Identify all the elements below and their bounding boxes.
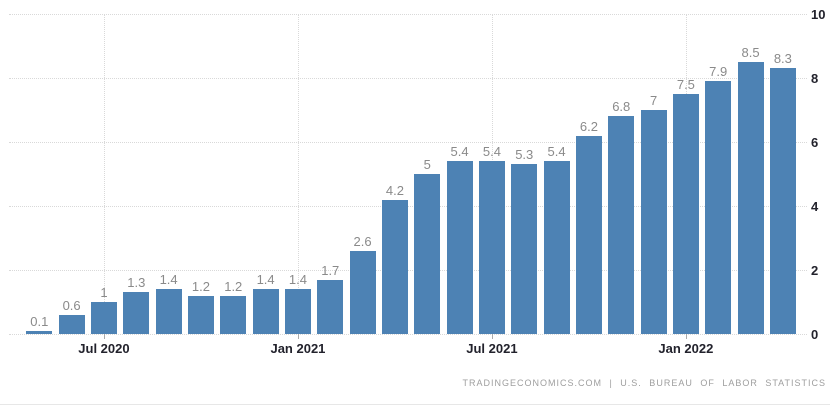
bar-0.1[interactable] <box>26 330 53 334</box>
attribution-text: TRADINGECONOMICS.COM | U.S. BUREAU OF LA… <box>462 378 826 388</box>
bar-value-label: 0.1 <box>30 313 49 329</box>
bar-value-label: 1.4 <box>159 272 178 288</box>
bar-1.7[interactable] <box>317 279 344 334</box>
bar-6.8[interactable] <box>608 116 635 334</box>
bar-4.2[interactable] <box>381 199 408 334</box>
bar-1.4[interactable] <box>155 289 182 334</box>
bar-5.3[interactable] <box>511 164 538 334</box>
bar-value-label: 1.3 <box>127 275 146 291</box>
bar-value-label: 1.7 <box>321 262 340 278</box>
bar-value-label: 1 <box>100 285 108 300</box>
bar-value-label: 7.5 <box>676 77 695 92</box>
bar-value-label: 0.6 <box>62 297 81 313</box>
bar-1.4[interactable] <box>284 289 311 334</box>
bar-value-label: 6.2 <box>579 118 598 134</box>
x-gridline <box>103 14 105 334</box>
y-axis-tick-label: 10 <box>811 7 826 22</box>
x-axis-tick-label: Jul 2021 <box>466 341 518 356</box>
bar-5.4[interactable] <box>446 161 473 334</box>
bar-5.4[interactable] <box>478 161 505 334</box>
y-axis-tick-label: 0 <box>811 327 819 342</box>
bar-value-label: 2.6 <box>353 233 372 249</box>
bar-value-label: 8.3 <box>773 51 792 67</box>
bar-5[interactable] <box>414 174 441 334</box>
bar-value-label: 7.9 <box>709 64 728 80</box>
bottom-divider <box>0 404 830 405</box>
bar-value-label: 5.3 <box>515 147 534 163</box>
bar-value-label: 1.4 <box>256 272 275 288</box>
bar-1.3[interactable] <box>123 292 150 334</box>
bar-value-label: 8.5 <box>741 45 760 60</box>
bar-value-label: 1.4 <box>288 272 307 288</box>
bar-value-label: 1.2 <box>224 278 243 294</box>
bar-value-label: 5.4 <box>547 144 566 160</box>
x-axis-tick-mark <box>491 334 493 339</box>
bar-7[interactable] <box>640 110 667 334</box>
x-axis-tick-label: Jan 2022 <box>658 341 714 356</box>
y-gridline <box>9 14 807 15</box>
bar-1.2[interactable] <box>220 295 247 334</box>
bar-2.6[interactable] <box>349 250 376 334</box>
y-axis-tick-label: 8 <box>811 71 819 86</box>
bar-8.5[interactable] <box>737 62 764 334</box>
bar-1.4[interactable] <box>252 289 279 334</box>
bar-8.3[interactable] <box>769 68 796 334</box>
bar-value-label: 7 <box>649 93 658 108</box>
bar-1[interactable] <box>90 302 117 334</box>
y-axis-tick-label: 6 <box>811 135 819 150</box>
bar-1.2[interactable] <box>187 295 214 334</box>
bar-7.5[interactable] <box>672 94 699 334</box>
bar-7.9[interactable] <box>705 81 732 334</box>
y-gridline <box>9 142 807 143</box>
y-gridline <box>9 78 807 79</box>
bar-value-label: 5.4 <box>450 144 469 160</box>
bar-value-label: 6.8 <box>612 99 631 115</box>
y-gridline <box>9 206 807 207</box>
x-axis-tick-label: Jul 2020 <box>78 341 130 356</box>
bar-value-label: 4.2 <box>385 182 404 198</box>
x-axis-tick-mark <box>685 334 687 339</box>
y-gridline <box>9 334 807 335</box>
x-axis-tick-label: Jan 2021 <box>270 341 326 356</box>
bar-6.2[interactable] <box>575 135 602 334</box>
x-gridline <box>297 14 299 334</box>
y-axis-tick-label: 2 <box>811 263 819 278</box>
x-axis-tick-mark <box>297 334 299 339</box>
y-axis-tick-label: 4 <box>811 199 819 214</box>
bar-value-label: 1.2 <box>191 278 210 294</box>
bar-value-label: 5 <box>423 157 431 172</box>
x-axis-tick-mark <box>103 334 105 339</box>
bar-5.4[interactable] <box>543 161 570 334</box>
y-gridline <box>9 270 807 271</box>
bar-0.6[interactable] <box>58 314 85 334</box>
bar-value-label: 5.4 <box>482 144 501 160</box>
